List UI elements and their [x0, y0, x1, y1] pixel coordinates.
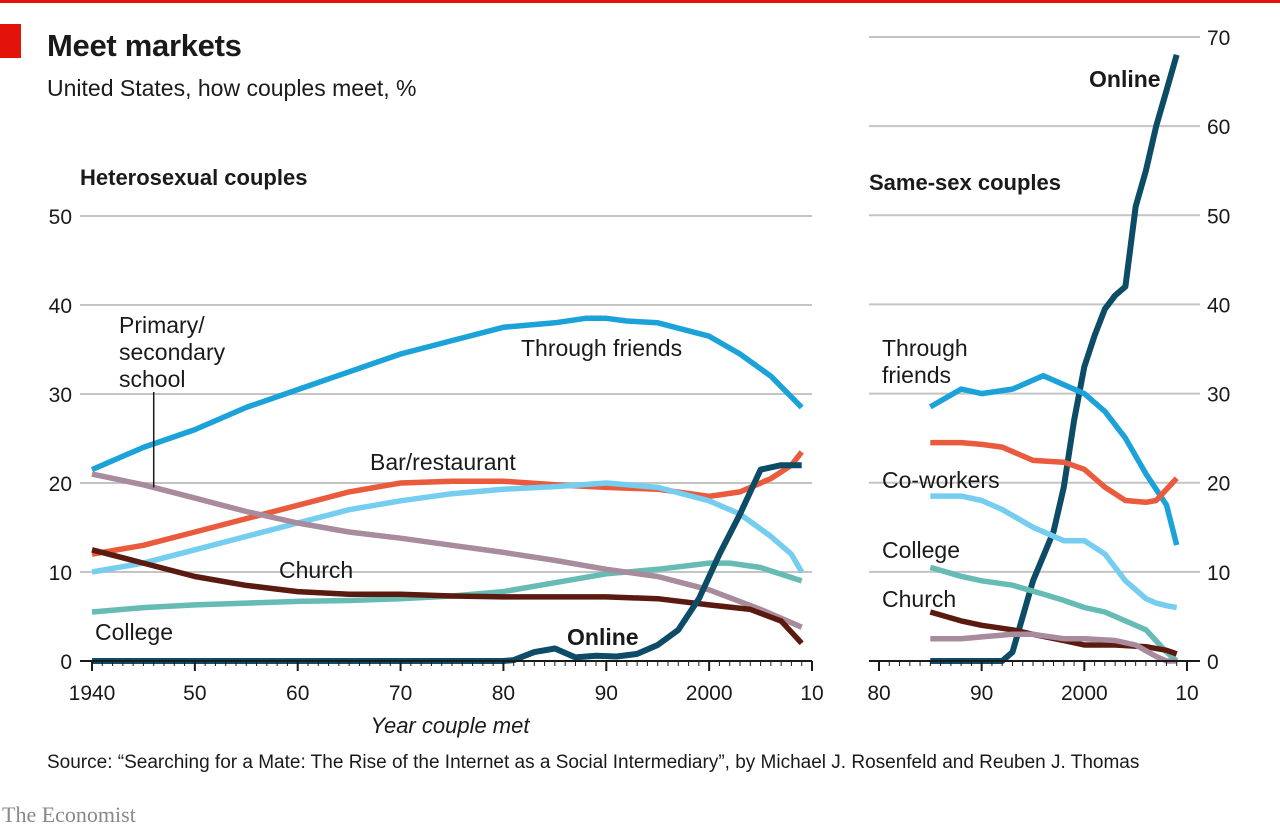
right-panel-title: Same-sex couples [869, 170, 1061, 195]
right-y-tick-label: 10 [1207, 562, 1230, 585]
right-x-tick-label: 90 [970, 682, 993, 705]
left-x-tick-label: 70 [389, 682, 412, 705]
right-label-college: College [882, 537, 960, 563]
right-label-church: Church [882, 586, 956, 612]
right-label-co-workers: Co-workers [882, 467, 1000, 493]
right-series-online [930, 53, 1180, 664]
left-y-tick-label: 0 [60, 651, 72, 674]
left-x-axis-label: Year couple met [371, 713, 531, 738]
right-series-college [929, 564, 1179, 664]
series-lines [90, 53, 1180, 664]
left-x-tick-label: 2000 [686, 682, 733, 705]
right-series-primary_secondary_school [930, 631, 1177, 664]
right-y-tick-label: 70 [1207, 27, 1230, 50]
right-y-tick-label: 40 [1207, 294, 1230, 317]
right-series-bar_restaurant [930, 439, 1179, 506]
right-y-tick-label: 20 [1207, 473, 1230, 496]
left-label-church: Church [279, 557, 353, 583]
source-note: Source: “Searching for a Mate: The Rise … [47, 752, 1140, 773]
left-label-college: College [95, 619, 173, 645]
left-y-tick-label: 50 [49, 206, 72, 229]
right-y-tick-label: 0 [1207, 651, 1219, 674]
left-series-through_friends [90, 315, 804, 473]
chart-title: Meet markets [47, 28, 242, 63]
right-y-tick-label: 50 [1207, 205, 1230, 228]
left-series-church [91, 547, 804, 646]
left-x-tick-label: 80 [492, 682, 515, 705]
top-rule [0, 0, 1280, 3]
left-x-tick-label: 50 [183, 682, 206, 705]
left-y-tick-label: 10 [49, 562, 72, 585]
right-series-through_friends [928, 372, 1180, 546]
gridlines [80, 36, 1200, 573]
series-labels: Through friends Bar/restaurant College Prim… [95, 66, 1161, 650]
right-label-through-friends: Through friends [882, 335, 968, 388]
left-label-primary-secondary-school: Primary/secondary school [119, 312, 226, 392]
right-x-tick-label: 80 [867, 682, 890, 705]
brand-red-tab [0, 24, 21, 58]
right-x-tick-label: 10 [1175, 682, 1198, 705]
right-y-tick-label: 30 [1207, 384, 1230, 407]
left-y-tick-label: 30 [49, 384, 72, 407]
left-x-tick-label: 1940 [69, 682, 116, 705]
chart-subtitle: United States, how couples meet, % [47, 75, 417, 101]
right-x-tick-label: 2000 [1061, 682, 1108, 705]
right-label-online: Online [1089, 66, 1161, 92]
economist-logo: The Economist [2, 802, 136, 827]
left-series-coworkers [91, 480, 805, 575]
left-x-tick-label: 10 [800, 682, 823, 705]
left-label-bar-restaurant: Bar/restaurant [370, 449, 516, 475]
left-y-tick-label: 20 [49, 473, 72, 496]
right-series-coworkers [930, 493, 1178, 611]
axes: 0 10 20 30 40 50 1940 50 60 70 80 90 2000 10 Year coup… [49, 27, 1231, 738]
left-label-through-friends: Through friends [521, 335, 682, 361]
left-x-tick-label: 90 [595, 682, 618, 705]
left-y-tick-label: 40 [49, 295, 72, 318]
left-panel-title: Heterosexual couples [80, 165, 308, 190]
left-series-primary_secondary_school [91, 471, 803, 630]
left-label-online: Online [567, 624, 639, 650]
left-x-tick-label: 60 [286, 682, 309, 705]
right-y-tick-label: 60 [1207, 116, 1230, 139]
